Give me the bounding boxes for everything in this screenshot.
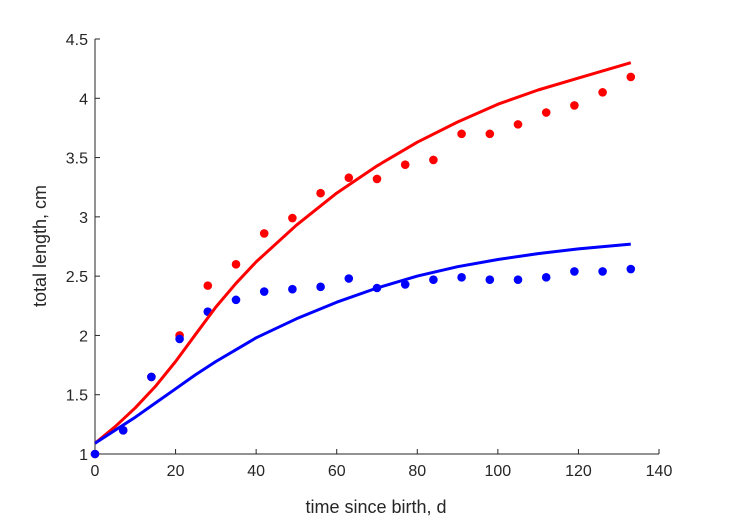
- data-point: [598, 88, 607, 97]
- data-point: [626, 264, 636, 274]
- x-tick-label: 40: [247, 463, 265, 480]
- series-0: [90, 72, 636, 459]
- series-3: [94, 242, 631, 445]
- data-point: [513, 120, 523, 129]
- series-1: [90, 264, 636, 459]
- data-point: [626, 72, 636, 82]
- data-point: [90, 449, 100, 459]
- data-point: [147, 372, 156, 382]
- data-point: [541, 108, 551, 117]
- x-tick-label: 140: [646, 463, 673, 480]
- data-point: [400, 160, 410, 169]
- data-point: [513, 275, 523, 285]
- data-point: [231, 295, 241, 305]
- data-point: [485, 129, 495, 139]
- y-tick-label: 4.5: [66, 32, 88, 49]
- x-tick-label: 60: [328, 463, 346, 480]
- data-point: [457, 129, 466, 139]
- x-axis-label: time since birth, d: [305, 497, 446, 517]
- y-axis-label: total length, cm: [30, 185, 50, 307]
- fit-line: [94, 61, 632, 445]
- y-tick-label: 1.5: [66, 388, 88, 405]
- x-tick-label: 100: [485, 463, 512, 480]
- y-tick-label: 1: [79, 447, 88, 464]
- data-point: [570, 267, 579, 276]
- y-tick-label: 2: [79, 328, 88, 345]
- x-tick-label: 120: [565, 463, 592, 480]
- data-point: [175, 334, 184, 344]
- data-point: [429, 155, 438, 165]
- data-point: [485, 275, 495, 285]
- data-point: [259, 229, 269, 238]
- data-point: [259, 287, 269, 296]
- x-tick-label: 0: [91, 463, 100, 480]
- y-tick-label: 3.5: [66, 151, 88, 168]
- series-2: [94, 61, 632, 445]
- y-tick-label: 3: [79, 210, 88, 227]
- data-point: [429, 275, 438, 285]
- series-layer: [90, 61, 636, 459]
- data-point: [288, 284, 297, 294]
- data-point: [288, 213, 297, 223]
- axes: 0 20 40 60 80 100 120 140 1 1.5 2 2.5 3 3.5 4 4.5: [66, 32, 673, 480]
- data-point: [231, 259, 241, 269]
- data-point: [570, 101, 579, 110]
- y-tick-label: 4: [79, 91, 88, 108]
- x-tick-label: 20: [167, 463, 185, 480]
- data-point: [344, 274, 354, 283]
- fit-line: [94, 242, 631, 445]
- data-point: [344, 173, 354, 183]
- data-point: [316, 282, 325, 292]
- data-point: [372, 174, 382, 184]
- data-point: [457, 273, 466, 282]
- data-point: [400, 280, 410, 289]
- x-tick-label: 80: [408, 463, 426, 480]
- data-point: [316, 188, 325, 198]
- data-point: [203, 281, 213, 290]
- data-point: [598, 267, 607, 276]
- data-point: [541, 273, 551, 282]
- y-tick-label: 2.5: [66, 269, 88, 286]
